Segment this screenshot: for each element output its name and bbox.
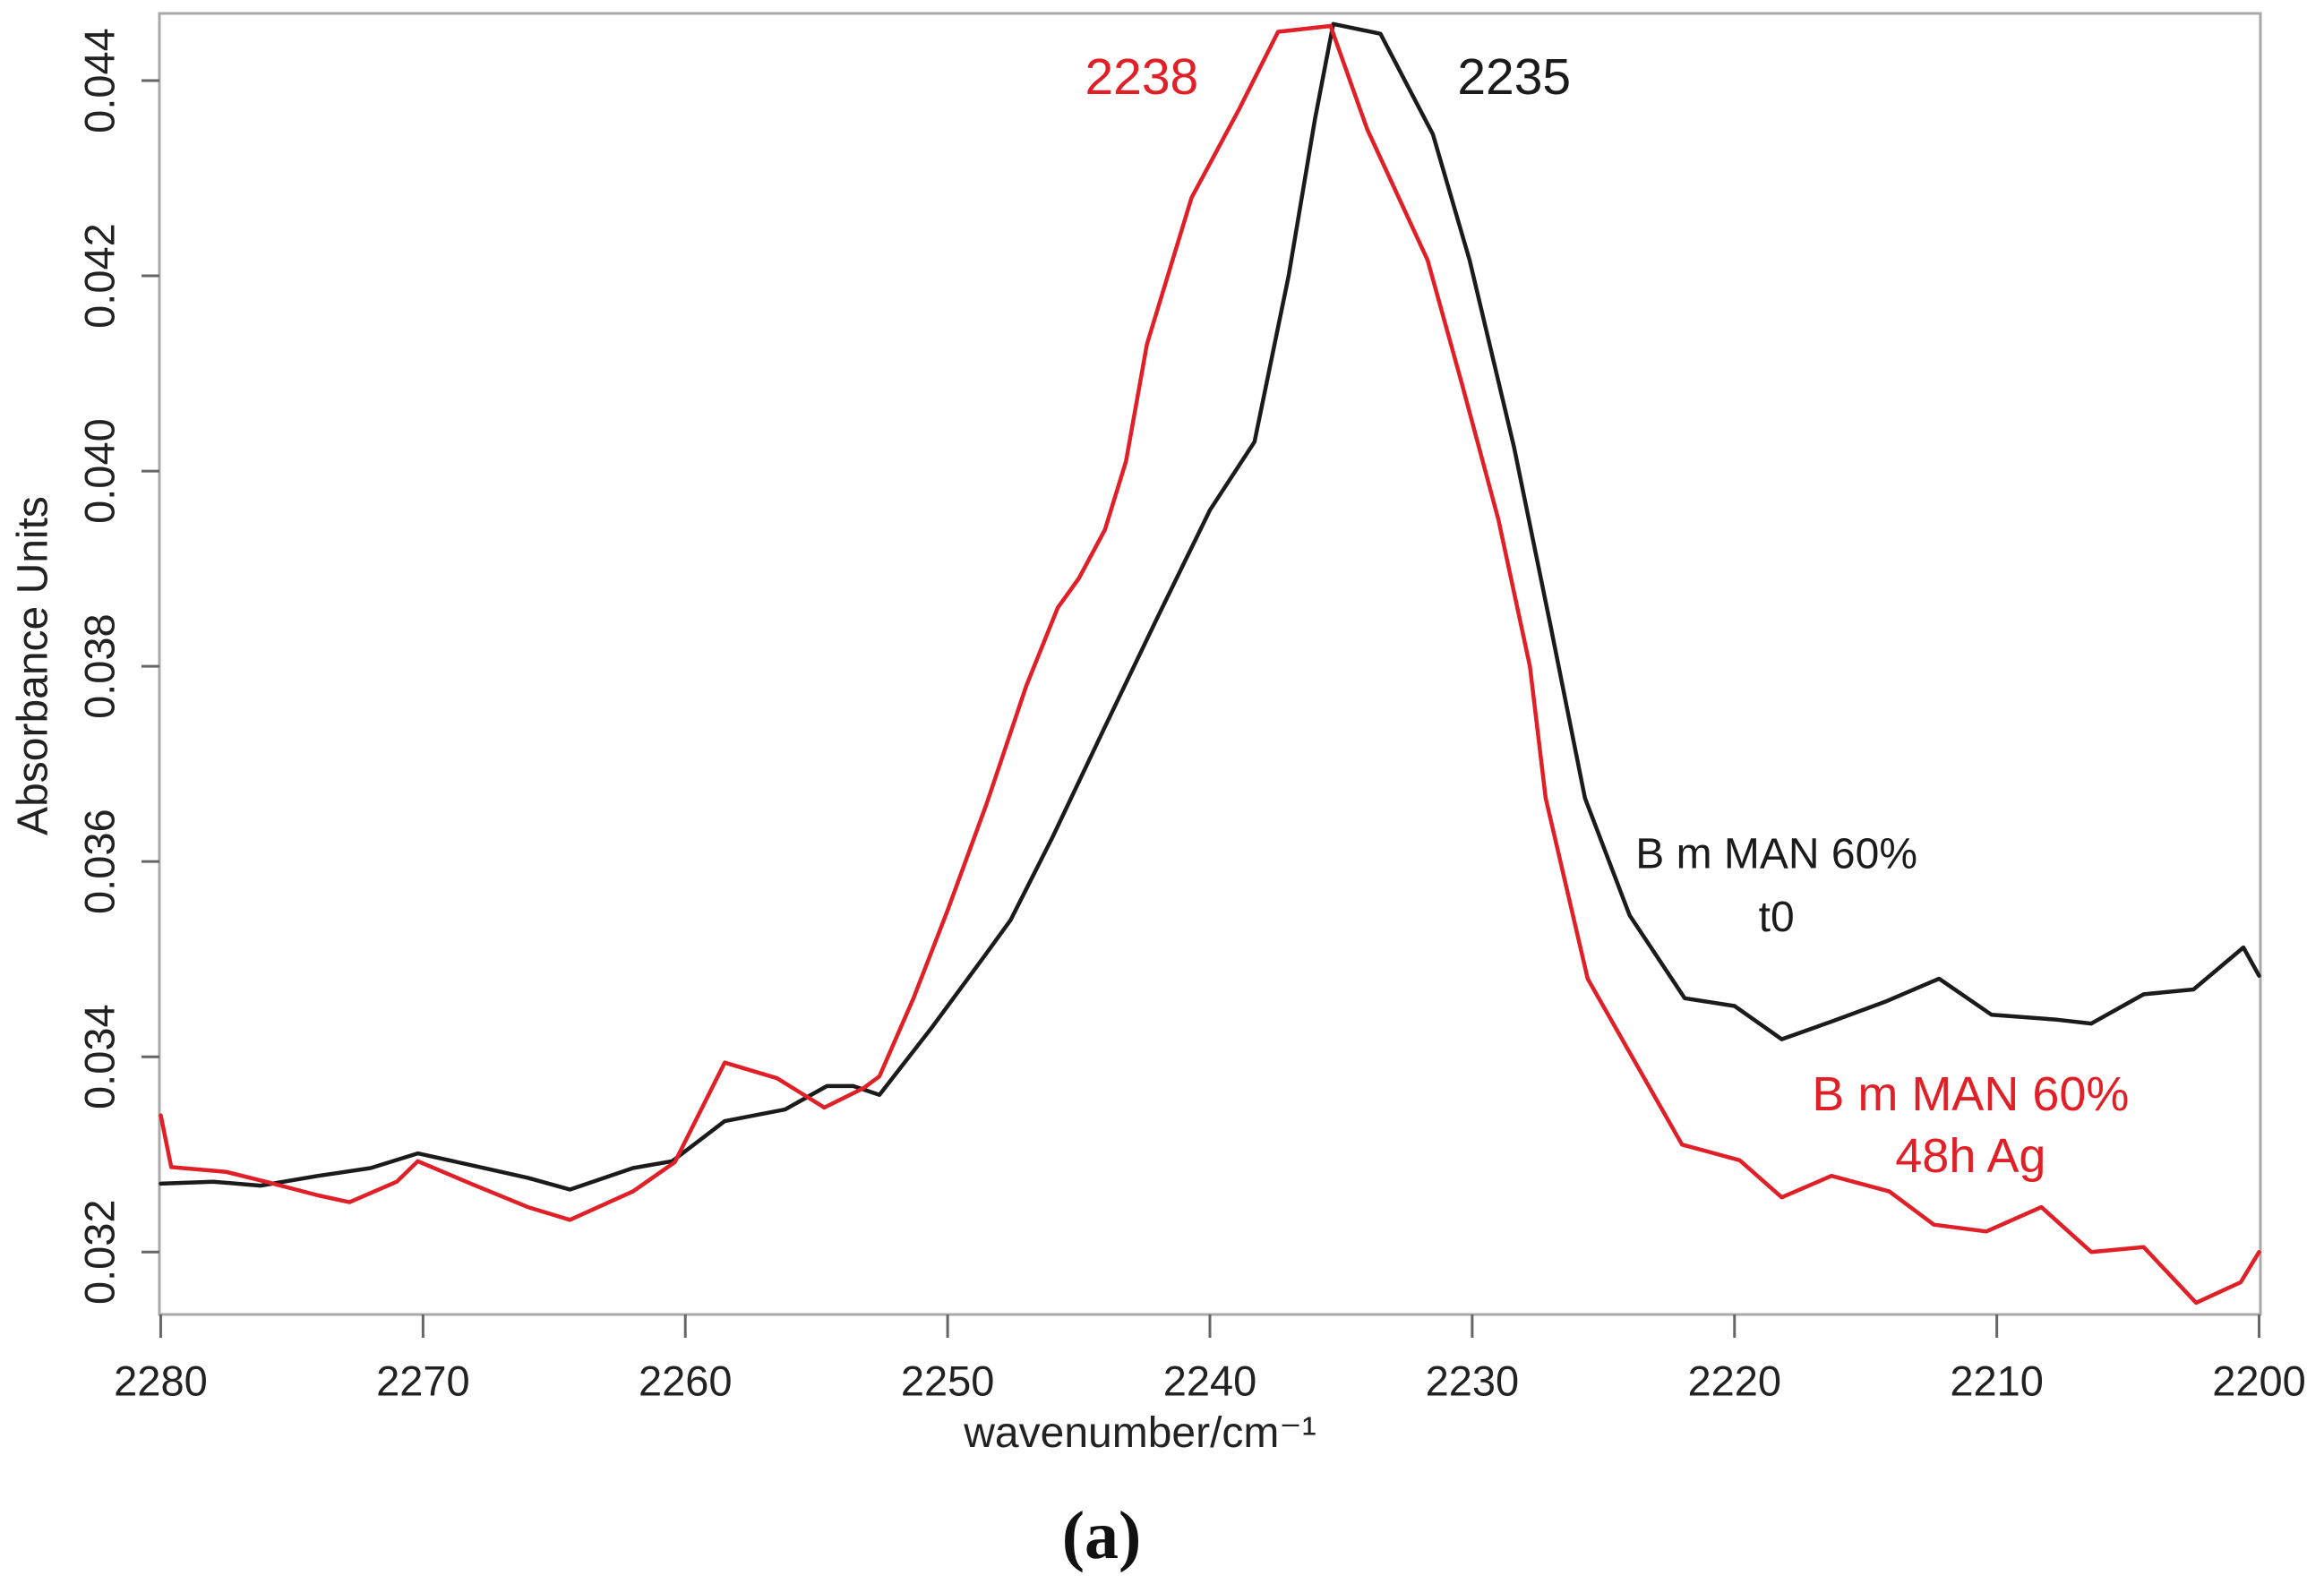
chart-annotations: 2238 2235 B m MAN 60% t0 B m MAN 60% 48h Ag — [1085, 48, 2129, 1183]
x-tick-label: 2200 — [2212, 1357, 2306, 1404]
peak-label-black-2235: 2235 — [1457, 48, 1571, 106]
x-tick-label: 2240 — [1163, 1357, 1257, 1404]
y-tick-label: 0.042 — [75, 223, 123, 329]
x-tick-label: 2260 — [639, 1357, 733, 1404]
y-tick-label: 0.040 — [75, 418, 123, 524]
y-tick-label: 0.032 — [75, 1199, 123, 1305]
x-axis-title: wavenumber/cm⁻¹ — [964, 1409, 1316, 1457]
axis-ticks: 2280 2270 2260 2250 2240 2230 2220 2210 2200 0.04… — [75, 28, 2305, 1404]
x-tick-label: 2210 — [1950, 1357, 2044, 1404]
series-line-red-48h-ag — [159, 23, 2261, 1306]
x-tick-label: 2220 — [1687, 1357, 1781, 1404]
series-line-black-t0 — [159, 21, 2261, 1192]
y-tick-label: 0.036 — [75, 809, 123, 914]
x-tick-label: 2250 — [901, 1357, 995, 1404]
x-tick-label: 2230 — [1426, 1357, 1520, 1404]
legend-red-line2: 48h Ag — [1895, 1129, 2045, 1183]
legend-black-line1: B m MAN 60% — [1635, 830, 1917, 878]
legend-black-line2: t0 — [1759, 894, 1795, 941]
y-tick-label: 0.034 — [75, 1004, 123, 1109]
peak-label-red-2238: 2238 — [1085, 48, 1198, 106]
x-tick-label: 2270 — [376, 1357, 470, 1404]
y-axis-title: Absorbance Units — [9, 496, 57, 835]
figure-caption: (a) — [1061, 1498, 1142, 1573]
spectra-lines — [159, 21, 2261, 1306]
y-tick-label: 0.038 — [75, 613, 123, 719]
x-tick-label: 2280 — [114, 1357, 208, 1404]
legend-red-line1: B m MAN 60% — [1812, 1067, 2129, 1121]
y-tick-label: 0.044 — [75, 28, 123, 133]
